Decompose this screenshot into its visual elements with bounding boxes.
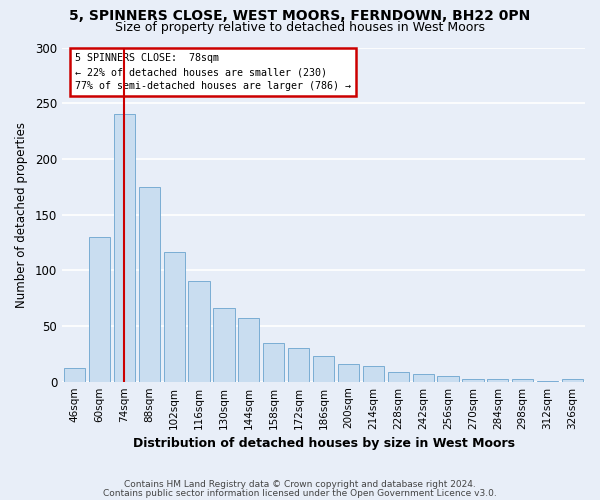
Bar — [388, 372, 409, 382]
Text: 5, SPINNERS CLOSE, WEST MOORS, FERNDOWN, BH22 0PN: 5, SPINNERS CLOSE, WEST MOORS, FERNDOWN,… — [70, 9, 530, 23]
Y-axis label: Number of detached properties: Number of detached properties — [15, 122, 28, 308]
Bar — [214, 308, 235, 382]
Text: Contains HM Land Registry data © Crown copyright and database right 2024.: Contains HM Land Registry data © Crown c… — [124, 480, 476, 489]
Text: Size of property relative to detached houses in West Moors: Size of property relative to detached ho… — [115, 21, 485, 34]
Bar — [562, 380, 583, 382]
Bar — [338, 364, 359, 382]
X-axis label: Distribution of detached houses by size in West Moors: Distribution of detached houses by size … — [133, 437, 515, 450]
Bar — [537, 380, 558, 382]
Bar — [512, 380, 533, 382]
Bar — [164, 252, 185, 382]
Text: 5 SPINNERS CLOSE:  78sqm
← 22% of detached houses are smaller (230)
77% of semi-: 5 SPINNERS CLOSE: 78sqm ← 22% of detache… — [74, 53, 350, 91]
Bar — [413, 374, 434, 382]
Bar — [139, 186, 160, 382]
Bar — [363, 366, 384, 382]
Bar — [114, 114, 135, 382]
Bar — [238, 318, 259, 382]
Bar — [487, 380, 508, 382]
Bar — [263, 342, 284, 382]
Bar — [64, 368, 85, 382]
Bar — [89, 237, 110, 382]
Bar — [437, 376, 458, 382]
Bar — [188, 282, 209, 382]
Text: Contains public sector information licensed under the Open Government Licence v3: Contains public sector information licen… — [103, 489, 497, 498]
Bar — [313, 356, 334, 382]
Bar — [288, 348, 309, 382]
Bar — [463, 380, 484, 382]
